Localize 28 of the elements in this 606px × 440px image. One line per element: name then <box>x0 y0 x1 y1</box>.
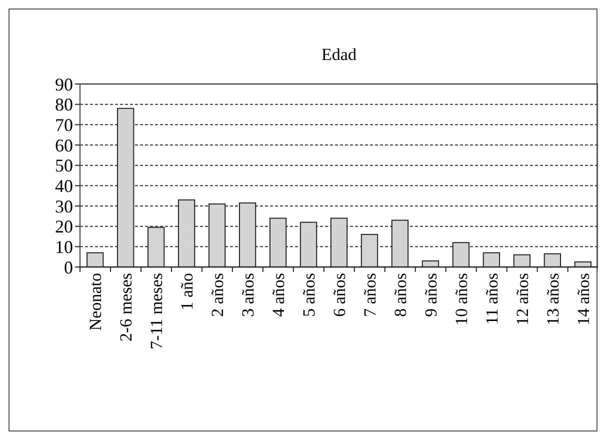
y-tick-label: 80 <box>55 94 73 115</box>
x-tick-label: 2-6 meses <box>116 273 136 342</box>
x-tick-label: 8 años <box>390 273 410 317</box>
x-tick-label: 12 años <box>512 273 532 326</box>
y-tick-label: 60 <box>55 135 73 156</box>
x-tick-label: 3 años <box>238 273 258 317</box>
x-tick-label: 7-11 meses <box>147 273 166 350</box>
x-tick-label: 13 años <box>543 273 562 326</box>
x-tick-label: 6 años <box>330 273 349 317</box>
x-tick-label: Neonato <box>86 273 106 331</box>
y-tick-label: 40 <box>55 176 73 196</box>
y-tick-label: 70 <box>55 114 73 135</box>
y-tick-label: 10 <box>55 236 73 257</box>
x-tick-label: 11 años <box>482 273 502 325</box>
x-tick-label: 4 años <box>268 273 288 317</box>
x-tick-label: 5 años <box>299 273 318 317</box>
x-tick-label: 7 años <box>360 273 380 317</box>
x-tick-label: 1 año <box>178 273 197 310</box>
y-tick-label: 90 <box>55 74 73 94</box>
y-tick-label: 0 <box>64 257 73 278</box>
y-tick-label: 20 <box>55 216 73 237</box>
x-tick-label: 10 años <box>452 273 471 326</box>
x-tick-label: 9 años <box>421 273 440 317</box>
chart-title: Edad <box>322 45 357 64</box>
x-tick-label: 14 años <box>574 273 593 326</box>
x-tick-label: 2 años <box>208 273 227 317</box>
y-tick-label: 30 <box>55 196 73 216</box>
y-tick-label: 50 <box>55 156 73 176</box>
